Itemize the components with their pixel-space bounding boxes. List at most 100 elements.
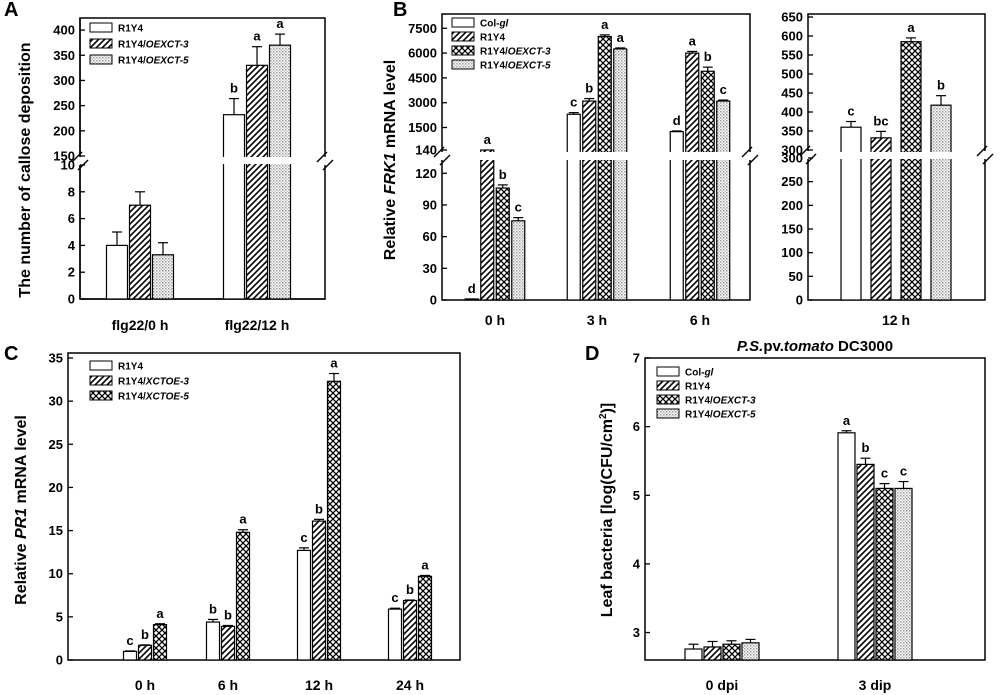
b-break-left-gap xyxy=(433,152,451,160)
b2-bar xyxy=(870,137,892,301)
a-lower-tick-label: 2 xyxy=(68,265,75,280)
c-sig-label: b xyxy=(406,582,414,597)
b2-sig-label: c xyxy=(847,104,854,119)
b-legend-swatch xyxy=(451,45,475,56)
a-break-band xyxy=(70,157,335,164)
d-sig-label: c xyxy=(881,466,888,481)
b-break-right-slash-2 xyxy=(747,154,759,166)
c-bar xyxy=(311,520,327,661)
c-sig-label: c xyxy=(300,530,307,545)
c-bar xyxy=(205,621,221,661)
d-legend-label: R1Y4/OEXCT-3 xyxy=(685,396,756,407)
a-sig-label: b xyxy=(230,81,238,96)
c-tick-label: 15 xyxy=(49,523,63,538)
b2-upper-tick-label: 300 xyxy=(781,143,803,158)
d-tick-label: 3 xyxy=(633,625,640,640)
c-tick-label: 5 xyxy=(56,609,63,624)
d-legend-label: R1Y4/OEXCT-5 xyxy=(685,410,756,421)
b2-break-band xyxy=(798,152,995,159)
b2-break-right-slash-1 xyxy=(976,145,988,157)
d-tick-label: 6 xyxy=(633,419,640,434)
c-legend-label: R1Y4/XCTOE-5 xyxy=(118,392,189,403)
d-tick-label: 7 xyxy=(633,351,640,366)
c-tick-label: 20 xyxy=(49,480,63,495)
c-frame xyxy=(67,352,461,661)
a-legend-swatch xyxy=(89,54,113,65)
b-bar xyxy=(480,149,495,301)
b2-sig-label: a xyxy=(907,20,915,35)
b-bar xyxy=(613,48,628,301)
a-bar xyxy=(151,254,175,300)
c-sig-label: a xyxy=(330,356,338,371)
b-legend-swatch xyxy=(451,31,475,42)
c-tick-label: 0 xyxy=(56,653,63,668)
c-bar xyxy=(137,644,153,661)
b-sig-label: a xyxy=(689,33,697,48)
a-lower-tick-label: 6 xyxy=(68,211,75,226)
c-category-label: 12 h xyxy=(305,677,333,693)
a-break-left-gap xyxy=(71,157,89,165)
b-sig-label: b xyxy=(585,81,593,96)
b2-upper-tick-label: 600 xyxy=(781,29,803,44)
c-sig-label: b xyxy=(315,501,323,516)
b-lower-tick-label: 0 xyxy=(430,293,437,308)
b-legend-label: R1Y4/OEXCT-5 xyxy=(480,61,551,72)
a-upper-tick-label: 200 xyxy=(53,123,75,138)
b-upper-tick-label: 7500 xyxy=(408,21,437,36)
b2-bar xyxy=(930,104,952,301)
b2-upper-tick-label: 550 xyxy=(781,48,803,63)
d-sig-label: c xyxy=(900,464,907,479)
c-bar xyxy=(220,625,236,661)
b-category-label: 6 h xyxy=(690,312,710,328)
d-bar xyxy=(741,642,760,661)
d-legend-label: R1Y4 xyxy=(685,382,710,393)
b-lower-tick-label: 30 xyxy=(423,261,437,276)
c-legend-swatch xyxy=(89,360,113,371)
b2-sig-label: b xyxy=(937,78,945,93)
d-tick-label: 4 xyxy=(633,556,641,571)
b2-break-left-gap xyxy=(799,151,817,159)
b-sig-label: a xyxy=(601,17,609,32)
b2-lower-tick-label: 100 xyxy=(781,245,803,260)
c-category-label: 24 h xyxy=(396,677,424,693)
a-bar xyxy=(128,204,152,300)
c-sig-label: c xyxy=(391,590,398,605)
a-break-right-slash-2 xyxy=(322,159,334,171)
b-legend-swatch xyxy=(451,17,475,28)
b-legend-label: Col-gl xyxy=(480,19,509,30)
a-lower-tick-label: 4 xyxy=(68,238,76,253)
b-sig-label: c xyxy=(570,95,577,110)
d-frame xyxy=(644,357,986,661)
d-y-label: Leaf bacteria [log(CFU/cm2)] xyxy=(598,403,616,617)
b-category-label: 0 h xyxy=(485,312,505,328)
a-legend-label: R1Y4/OEXCT-3 xyxy=(118,40,189,51)
c-tick-label: 10 xyxy=(49,566,63,581)
d-category-label: 3 dip xyxy=(859,677,892,693)
a-bar xyxy=(268,44,292,300)
b2-lower-tick-label: 200 xyxy=(781,198,803,213)
d-legend-swatch xyxy=(656,380,680,391)
b-lower-tick-label: 90 xyxy=(423,197,437,212)
c-sig-label: c xyxy=(126,633,133,648)
c-bar xyxy=(235,531,251,661)
b-bar xyxy=(597,35,612,301)
b-category-label: 3 h xyxy=(587,312,607,328)
a-break-right-slash-1 xyxy=(316,151,328,163)
a-upper-tick-label: 400 xyxy=(53,23,75,38)
a-bar xyxy=(105,244,129,300)
b2-lower-tick-label: 150 xyxy=(781,222,803,237)
b-bar xyxy=(716,100,731,301)
b-sig-label: c xyxy=(720,82,727,97)
b2-lower-tick-label: 300 xyxy=(781,151,803,166)
b-upper-tick-label: 140 xyxy=(415,143,437,158)
b2-lower-tick-label: 0 xyxy=(796,293,803,308)
d-sig-label: a xyxy=(843,413,851,428)
b-upper-tick-label: 4500 xyxy=(408,70,437,85)
b-legend-label: R1Y4/OEXCT-3 xyxy=(480,47,551,58)
b-bar xyxy=(700,70,715,301)
b2-bar xyxy=(900,41,922,301)
d-bar xyxy=(703,646,722,661)
a-legend-swatch xyxy=(89,38,113,49)
a-sig-label: a xyxy=(253,29,261,44)
c-legend-swatch xyxy=(89,390,113,401)
